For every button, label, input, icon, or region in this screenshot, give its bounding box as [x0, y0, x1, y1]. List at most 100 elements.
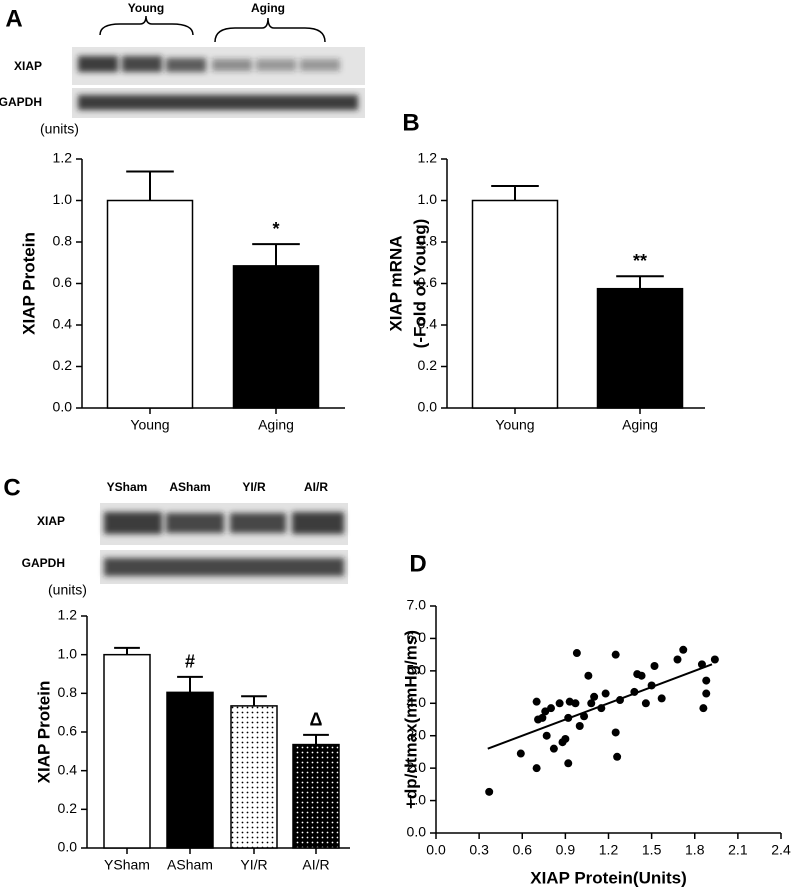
y-tick-label: 7.0 [407, 597, 427, 613]
bar [471, 199, 559, 409]
point [575, 721, 584, 730]
point [547, 704, 555, 713]
x-tick-label: Aging [622, 417, 658, 433]
blot-group-label: Aging [251, 1, 285, 15]
x-tick-label: 0.3 [469, 842, 489, 858]
point [584, 671, 593, 680]
point [572, 649, 581, 658]
x-axis-label: XIAP Protein(Units) [530, 868, 686, 887]
x-tick-label: YSham [104, 857, 150, 873]
y-tick-label: 0.6 [53, 274, 73, 290]
bar [596, 287, 684, 409]
blot-row-label: XIAP [14, 59, 42, 73]
point [564, 759, 573, 768]
bar [106, 199, 194, 409]
y-tick-label: 0.4 [53, 316, 73, 332]
y-axis-label: XIAP mRNA [386, 235, 405, 331]
y-tick-label: 1.0 [53, 191, 73, 207]
fit-line [487, 663, 713, 750]
blot-lane-label: ASham [169, 480, 210, 494]
panel-letter: C [3, 474, 20, 501]
y-tick-label: 0.8 [53, 233, 73, 249]
x-tick-label: 2.1 [728, 842, 748, 858]
point [637, 671, 646, 680]
significance-label: Δ [310, 710, 323, 730]
y-tick-label: 0.6 [418, 274, 438, 290]
y-tick-label: 0.0 [407, 824, 427, 840]
blot-lane-label: YI/R [242, 480, 266, 494]
unit-label: (units) [48, 582, 87, 598]
panel-letter: D [409, 550, 426, 577]
y-tick-label: 1.0 [407, 791, 427, 807]
y-tick-label: 0.8 [58, 684, 78, 700]
y-axis-label: XIAP Protein [19, 232, 38, 335]
x-tick-label: YI/R [240, 857, 267, 873]
y-tick-label: 0.4 [418, 316, 438, 332]
point [542, 731, 551, 740]
bar [166, 691, 214, 849]
y-tick-label: 0.0 [58, 839, 78, 855]
bar [292, 743, 340, 849]
blot-group-label: Young [128, 1, 164, 15]
x-tick-label: 1.2 [599, 842, 619, 858]
x-tick-label: 0.6 [513, 842, 533, 858]
y-tick-label: 0.2 [58, 800, 78, 816]
y-tick-label: 6.0 [407, 629, 427, 645]
blot-row-label: GAPDH [0, 95, 42, 109]
point [657, 694, 666, 703]
x-tick-label: Young [130, 417, 169, 433]
blot-a [72, 15, 365, 118]
point [710, 655, 719, 664]
point [555, 699, 564, 708]
blot-row-label: GAPDH [22, 556, 65, 570]
y-axis-label: XIAP Protein [34, 681, 53, 784]
y-tick-label: 1.0 [58, 645, 78, 661]
point [485, 787, 494, 796]
point [532, 697, 541, 706]
point [611, 728, 620, 737]
x-tick-label: 1.8 [685, 842, 705, 858]
y-tick-label: 0.0 [418, 399, 438, 415]
y-tick-label: 1.0 [418, 191, 438, 207]
bar [230, 705, 278, 849]
y-tick-label: 5.0 [407, 662, 427, 678]
y-tick-label: 1.2 [53, 150, 73, 166]
point [587, 699, 596, 708]
point [679, 645, 688, 654]
bar [103, 653, 151, 849]
x-tick-label: Young [495, 417, 534, 433]
point [561, 734, 570, 743]
point [699, 704, 708, 713]
y-tick-label: 0.2 [53, 357, 73, 373]
x-tick-label: 0.9 [556, 842, 576, 858]
significance-label: # [185, 652, 195, 672]
point [673, 655, 682, 664]
bar [232, 265, 320, 409]
point [611, 650, 620, 659]
point [532, 764, 541, 773]
point [549, 744, 558, 753]
blot-lane-label: AI/R [304, 480, 328, 494]
y-tick-label: 0.6 [58, 723, 78, 739]
y-axis-label: (-Fold of Young) [410, 219, 429, 349]
point [702, 676, 711, 685]
unit-label: (units) [40, 121, 79, 137]
point [571, 699, 580, 708]
x-tick-label: 0.0 [426, 842, 446, 858]
y-tick-label: 0.8 [418, 233, 438, 249]
significance-label: ** [633, 251, 647, 271]
y-tick-label: 1.2 [418, 150, 438, 166]
blot-lane-label: YSham [107, 480, 148, 494]
x-tick-label: ASham [167, 857, 213, 873]
point [702, 689, 711, 698]
y-tick-label: 0.2 [418, 357, 438, 373]
y-tick-label: 3.0 [407, 726, 427, 742]
x-tick-label: AI/R [302, 857, 329, 873]
point [516, 749, 525, 758]
blot-row-label: XIAP [37, 514, 65, 528]
y-tick-label: 0.4 [58, 761, 78, 777]
significance-label: * [272, 219, 279, 239]
y-tick-label: 0.0 [53, 399, 73, 415]
x-tick-label: 2.4 [771, 842, 791, 858]
